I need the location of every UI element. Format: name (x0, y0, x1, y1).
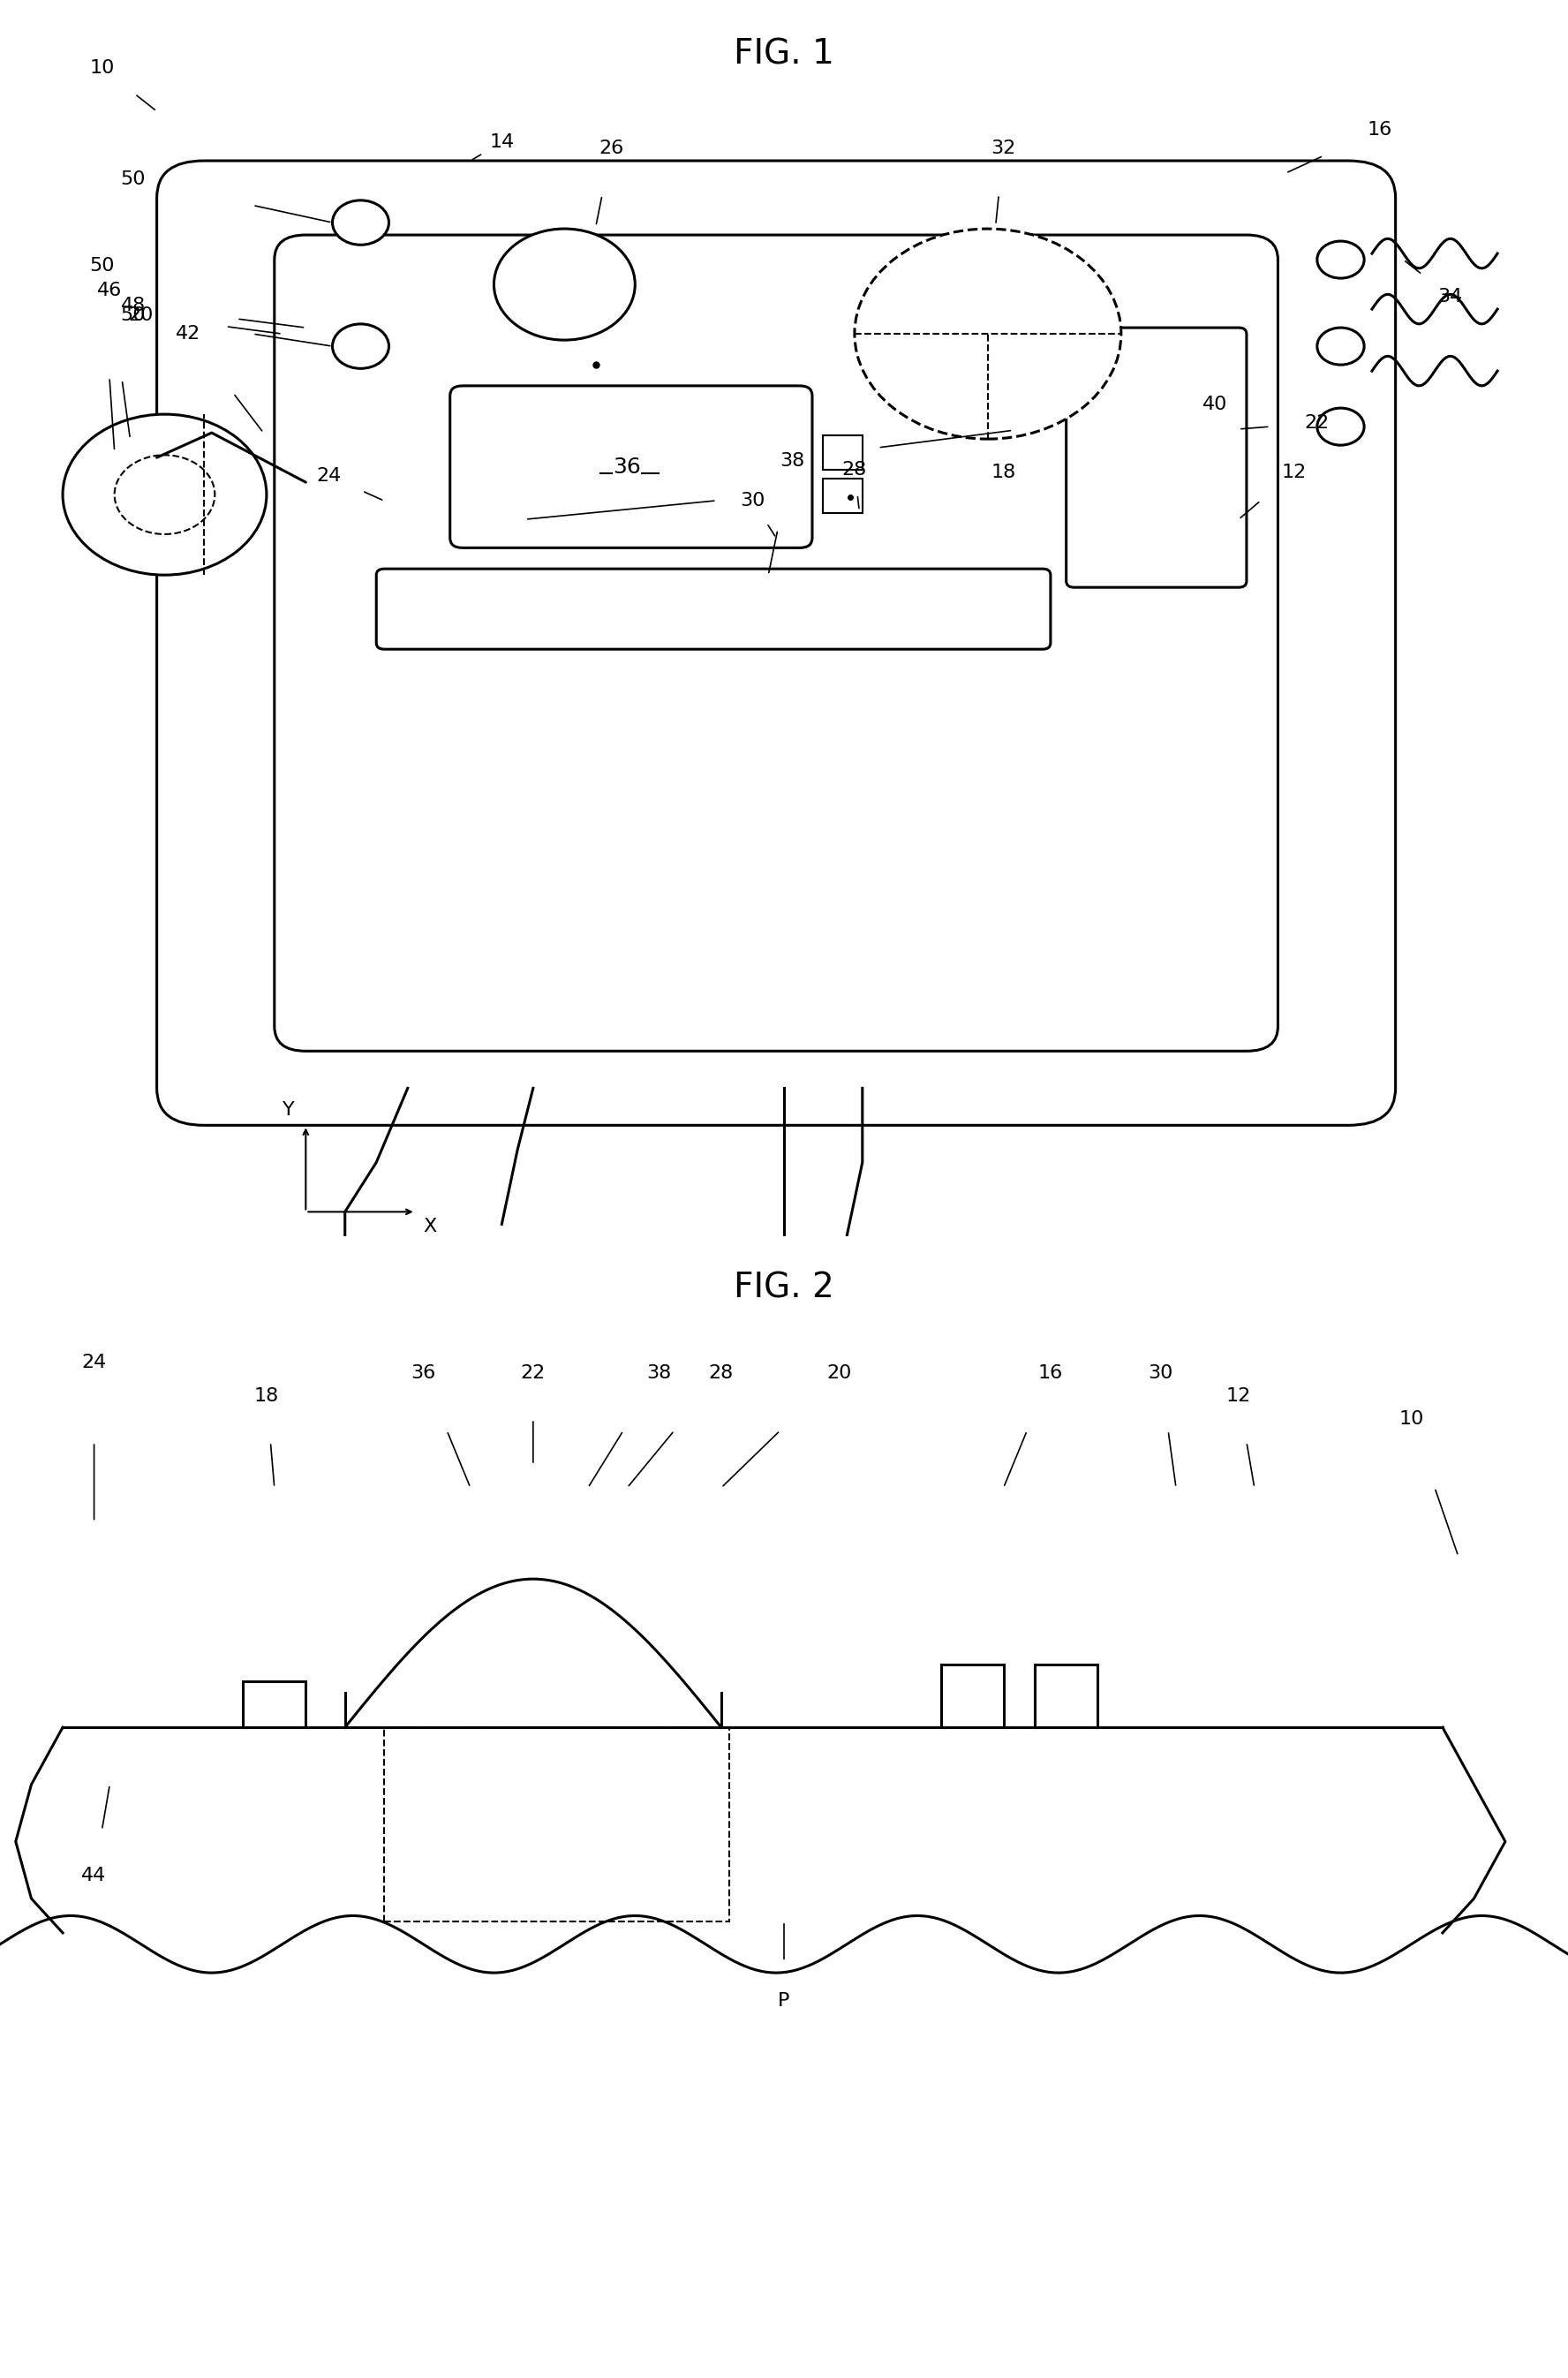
FancyBboxPatch shape (376, 568, 1051, 649)
FancyBboxPatch shape (450, 385, 812, 547)
Text: 18: 18 (991, 464, 1016, 480)
Text: 32: 32 (991, 140, 1016, 157)
Bar (1035, 1665, 1098, 1726)
Text: 16: 16 (1038, 1365, 1063, 1382)
Bar (941, 1665, 1004, 1726)
Text: 38: 38 (779, 452, 804, 471)
Text: 28: 28 (842, 461, 867, 478)
Text: 30: 30 (740, 492, 765, 509)
Text: 34: 34 (1438, 288, 1463, 307)
Text: FIG. 2: FIG. 2 (734, 1270, 834, 1306)
Text: 24: 24 (317, 466, 342, 485)
Text: 10: 10 (89, 59, 114, 76)
Text: 24: 24 (82, 1353, 107, 1372)
Text: 36: 36 (411, 1365, 436, 1382)
Text: 14: 14 (489, 133, 514, 152)
Text: 28: 28 (709, 1365, 734, 1382)
Bar (243, 1681, 306, 1726)
Text: Y: Y (282, 1101, 295, 1120)
Circle shape (114, 454, 215, 535)
Circle shape (494, 228, 635, 340)
Text: 50: 50 (121, 171, 146, 188)
Text: P: P (778, 1993, 790, 2009)
FancyBboxPatch shape (274, 235, 1278, 1051)
Text: 48: 48 (121, 297, 146, 314)
Text: 16: 16 (1367, 121, 1392, 138)
Text: 12: 12 (1226, 1386, 1251, 1405)
Text: 18: 18 (254, 1386, 279, 1405)
FancyBboxPatch shape (157, 162, 1396, 1125)
FancyBboxPatch shape (1066, 328, 1247, 587)
Text: 46: 46 (97, 281, 122, 300)
Text: 10: 10 (1399, 1410, 1424, 1429)
FancyBboxPatch shape (384, 1726, 729, 1921)
Text: 50: 50 (89, 257, 114, 276)
Circle shape (1317, 409, 1364, 445)
Text: 36: 36 (613, 457, 641, 478)
Text: 30: 30 (1148, 1365, 1173, 1382)
Text: 40: 40 (1203, 395, 1228, 414)
Text: 20: 20 (129, 307, 154, 323)
Text: 26: 26 (599, 140, 624, 157)
Text: 50: 50 (121, 307, 146, 323)
Text: X: X (423, 1218, 437, 1237)
Circle shape (1317, 328, 1364, 364)
Text: 12: 12 (1281, 464, 1306, 480)
Text: 44: 44 (82, 1867, 107, 1886)
Bar (823, 478, 862, 514)
Text: 20: 20 (826, 1365, 851, 1382)
Circle shape (332, 323, 389, 369)
Text: FIG. 1: FIG. 1 (734, 38, 834, 71)
Text: 22: 22 (1305, 414, 1330, 433)
Text: 38: 38 (646, 1365, 671, 1382)
Circle shape (855, 228, 1121, 440)
Bar (823, 435, 862, 471)
Text: 22: 22 (521, 1365, 546, 1382)
Text: 42: 42 (176, 326, 201, 342)
Circle shape (63, 414, 267, 575)
Circle shape (1317, 240, 1364, 278)
Circle shape (332, 200, 389, 245)
